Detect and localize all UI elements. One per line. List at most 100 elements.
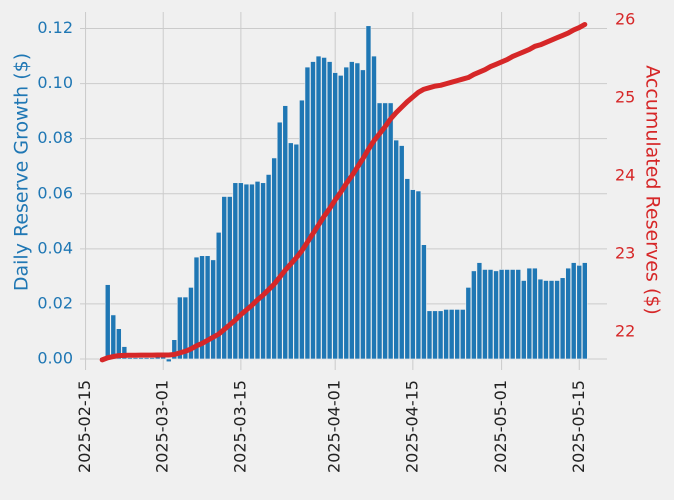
bar	[210, 259, 216, 360]
bar	[404, 178, 411, 360]
bar	[265, 174, 272, 360]
bar	[382, 102, 388, 360]
bar	[543, 280, 549, 360]
y2-tick-label: 26	[615, 9, 635, 28]
bar	[437, 310, 444, 360]
bar	[104, 284, 111, 360]
y2-axis-label: Accumulated Reserves ($)	[642, 65, 664, 315]
x-tick-label: 2025-04-15	[402, 380, 421, 473]
bar	[177, 296, 183, 360]
bar	[337, 75, 344, 360]
bar	[349, 61, 355, 360]
bar	[582, 262, 588, 360]
bar	[443, 309, 449, 360]
bar	[310, 61, 316, 360]
bar	[165, 358, 172, 363]
x-tick-label: 2025-05-15	[569, 380, 588, 473]
bar	[143, 357, 150, 360]
bar	[448, 309, 455, 360]
bar	[393, 139, 399, 360]
bar	[482, 269, 488, 360]
x-tick-label: 2025-05-01	[491, 380, 510, 473]
bar	[504, 269, 510, 360]
y2-tick-label: 24	[615, 165, 635, 184]
y-tick-label: 0.00	[37, 348, 73, 367]
y-tick-label: 0.10	[37, 73, 73, 92]
bar	[243, 183, 250, 360]
bar	[371, 55, 377, 360]
bar	[415, 190, 422, 360]
bar	[554, 280, 560, 360]
bar	[532, 267, 538, 360]
bar	[421, 244, 427, 360]
y2-tick-label: 25	[615, 87, 635, 106]
bar	[465, 287, 472, 360]
bar	[260, 182, 266, 360]
bar	[249, 183, 255, 360]
bar	[304, 66, 311, 360]
bar	[432, 310, 438, 360]
bar	[138, 357, 144, 360]
bar	[410, 189, 416, 360]
bar	[343, 66, 350, 360]
bar	[149, 357, 155, 360]
bar	[276, 121, 283, 360]
bar	[254, 181, 261, 360]
bar	[493, 270, 499, 360]
y-tick-label: 0.08	[37, 128, 73, 147]
bar	[526, 267, 533, 360]
bar	[387, 102, 394, 360]
bar	[354, 62, 361, 360]
bar	[110, 314, 117, 360]
bar	[199, 255, 205, 360]
bar	[476, 262, 483, 360]
bar	[121, 346, 128, 360]
bar	[548, 280, 555, 360]
bar	[520, 280, 527, 360]
bar	[365, 25, 372, 360]
bar	[398, 145, 405, 360]
bar	[321, 57, 327, 360]
bar	[226, 196, 233, 360]
bar	[498, 269, 505, 360]
bar	[559, 277, 566, 360]
bar	[127, 357, 133, 360]
bar	[360, 69, 366, 360]
bar	[565, 267, 571, 360]
bar	[332, 72, 338, 360]
bar	[459, 309, 466, 360]
bar	[221, 196, 228, 360]
y-axis-label: Daily Reserve Growth ($)	[11, 53, 33, 291]
bar	[215, 232, 222, 360]
y-tick-label: 0.02	[37, 293, 73, 312]
bar	[204, 255, 211, 360]
bar	[288, 142, 294, 360]
bar	[315, 55, 322, 360]
bar	[232, 182, 239, 360]
line	[99, 21, 588, 363]
bar	[537, 278, 544, 360]
x-tick-label: 2025-03-01	[153, 380, 172, 473]
bar	[271, 157, 277, 360]
x-tick-label: 2025-04-01	[325, 380, 344, 473]
bar	[376, 102, 383, 360]
y-tick-label: 0.12	[37, 18, 73, 37]
bar	[487, 269, 494, 360]
bar	[171, 339, 178, 360]
y-tick-label: 0.06	[37, 183, 73, 202]
bar	[193, 256, 200, 360]
bar	[426, 310, 433, 360]
y2-tick-label: 22	[615, 321, 635, 340]
bar	[576, 265, 583, 360]
bar	[454, 309, 461, 360]
y-tick-label: 0.04	[37, 238, 73, 257]
bar	[188, 287, 194, 360]
bar	[570, 262, 577, 360]
bar	[282, 105, 289, 360]
bar	[182, 296, 189, 360]
bar	[299, 99, 305, 360]
bar	[471, 270, 477, 360]
bar	[132, 357, 139, 360]
bar	[509, 269, 516, 360]
